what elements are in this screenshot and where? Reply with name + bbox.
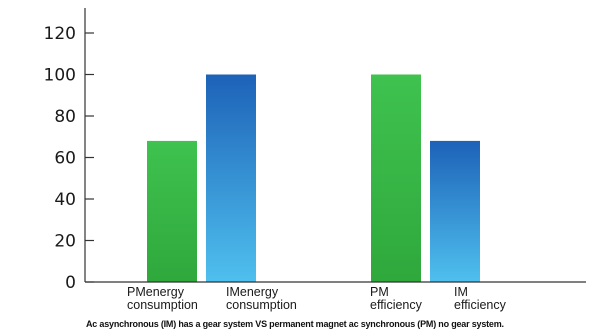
y-tick-label: 20	[54, 232, 76, 252]
y-tick-label: 120	[44, 24, 76, 44]
y-tick-label: 0	[65, 273, 76, 293]
y-tick-label: 60	[54, 149, 76, 169]
category-label: consumption	[127, 298, 198, 312]
category-label: consumption	[226, 298, 297, 312]
category-label: IM	[454, 285, 468, 299]
category-label: efficiency	[454, 298, 507, 312]
bar-2	[206, 74, 256, 282]
bars	[147, 74, 480, 282]
bar-1	[147, 140, 197, 282]
bar-3	[371, 74, 421, 282]
chart-caption: Ac asynchronous (IM) has a gear system V…	[86, 319, 504, 329]
y-tick-label: 100	[44, 66, 76, 86]
y-tick-label: 40	[54, 190, 76, 210]
category-labels: PMenergyconsumptionIMenergyconsumptionPM…	[127, 285, 507, 312]
y-tick-label: 80	[54, 107, 76, 127]
category-label: IMenergy	[226, 285, 279, 299]
category-label: efficiency	[370, 298, 423, 312]
bar-4	[430, 140, 480, 282]
category-label: PM	[370, 285, 389, 299]
category-label: PMenergy	[127, 285, 185, 299]
y-axis: 0 20 40 60 80 100 120	[44, 8, 94, 293]
